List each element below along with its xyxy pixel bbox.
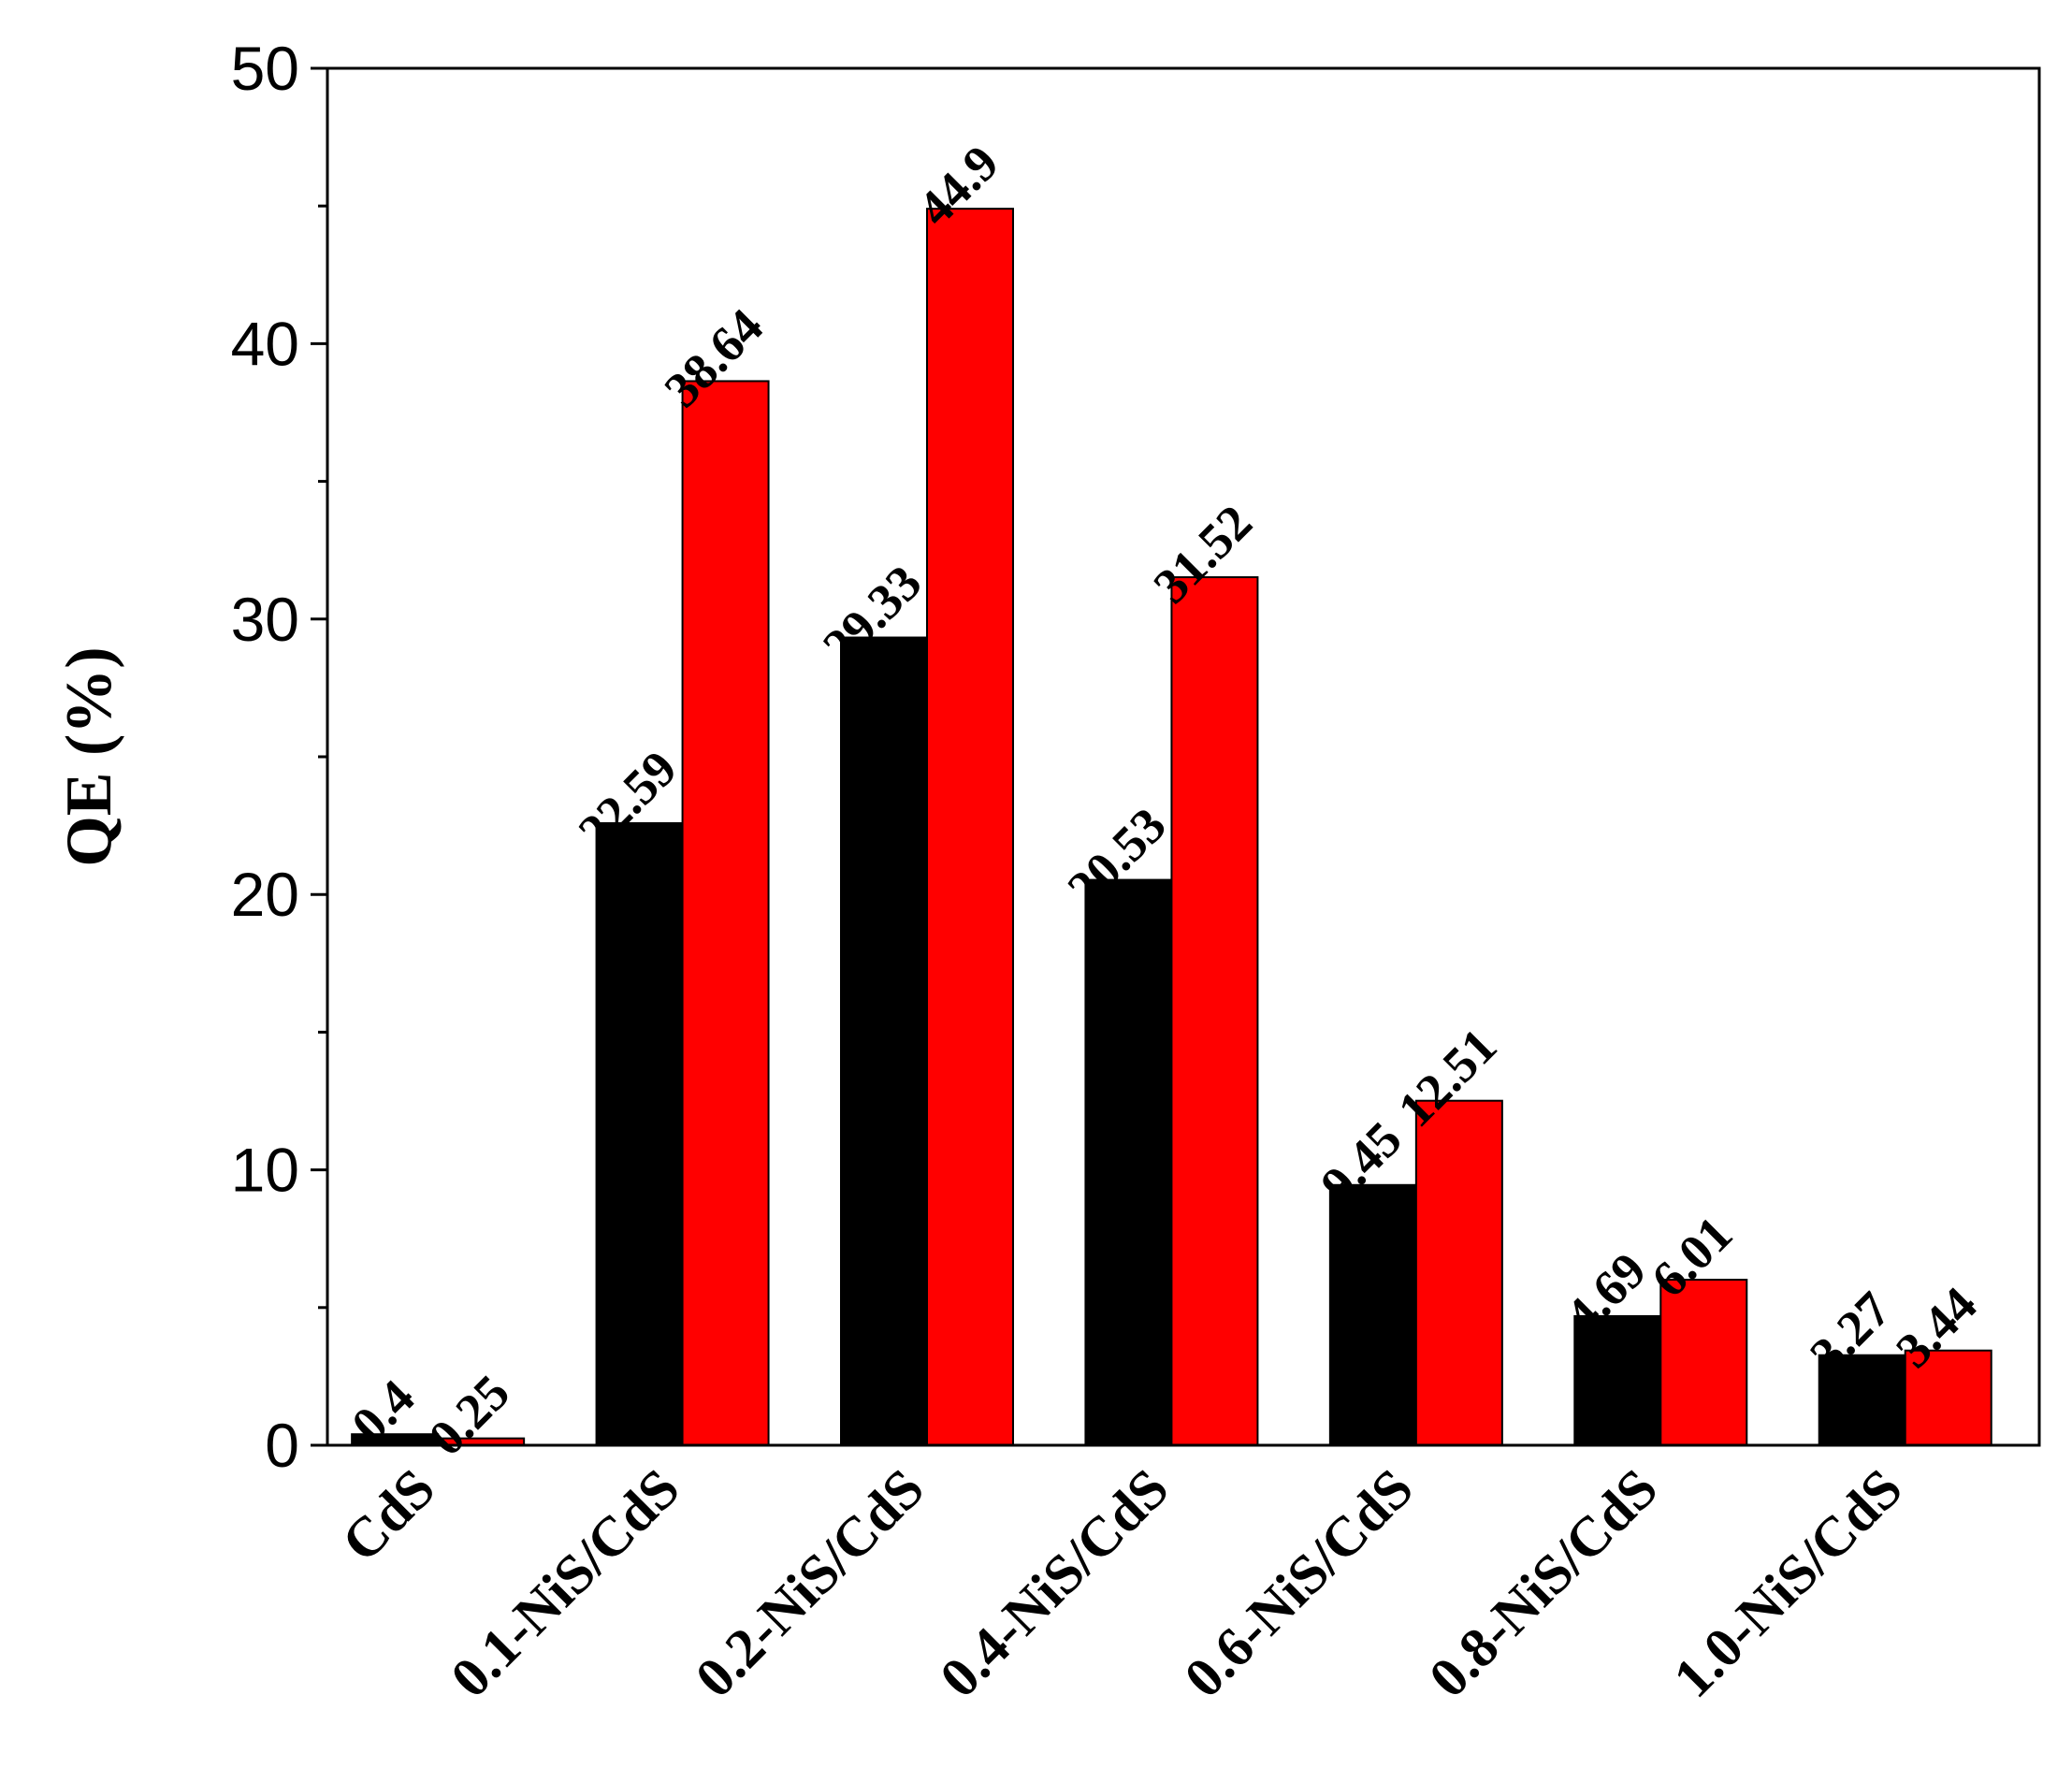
y-tick-label: 30 bbox=[231, 585, 299, 654]
bar-series-1 bbox=[1573, 1314, 1662, 1446]
x-category-label: CdS bbox=[330, 1457, 447, 1574]
bar-series-1 bbox=[1818, 1354, 1906, 1446]
y-tick-label: 0 bbox=[265, 1411, 299, 1480]
x-category-label: 1.0-NiS/CdS bbox=[1661, 1457, 1913, 1709]
bar-series-2 bbox=[681, 380, 770, 1447]
bar-series-2 bbox=[1414, 1099, 1503, 1446]
y-axis-ticks: 0 10 20 30 40 50 bbox=[231, 34, 327, 1480]
y-tick-label: 50 bbox=[231, 34, 299, 103]
x-category-label: 0.6-NiS/CdS bbox=[1173, 1457, 1425, 1709]
x-category-label: 0.2-NiS/CdS bbox=[684, 1457, 935, 1709]
x-category-label: 0.1-NiS/CdS bbox=[439, 1457, 690, 1709]
bar-series-2 bbox=[1904, 1349, 1992, 1447]
x-category-label: 0.8-NiS/CdS bbox=[1417, 1457, 1669, 1709]
bar-series-1 bbox=[1328, 1183, 1417, 1446]
y-axis-title: QE (%) bbox=[53, 646, 125, 866]
data-label: 0.25 bbox=[418, 1364, 520, 1466]
x-category-label: 0.4-NiS/CdS bbox=[928, 1457, 1180, 1709]
bar-series-1 bbox=[595, 821, 684, 1446]
y-tick-label: 40 bbox=[231, 309, 299, 378]
y-tick-label: 10 bbox=[231, 1136, 299, 1205]
category-labels: CdS0.1-NiS/CdS0.2-NiS/CdS0.4-NiS/CdS0.6-… bbox=[330, 1457, 1914, 1709]
bar-series-1 bbox=[1084, 878, 1173, 1446]
y-tick-label: 20 bbox=[231, 860, 299, 929]
bar-series-2 bbox=[926, 208, 1014, 1446]
bar-series-2 bbox=[1659, 1279, 1748, 1446]
bar-series-2 bbox=[1170, 576, 1259, 1446]
bar-series-1 bbox=[840, 636, 928, 1446]
bars-layer bbox=[351, 208, 1992, 1447]
